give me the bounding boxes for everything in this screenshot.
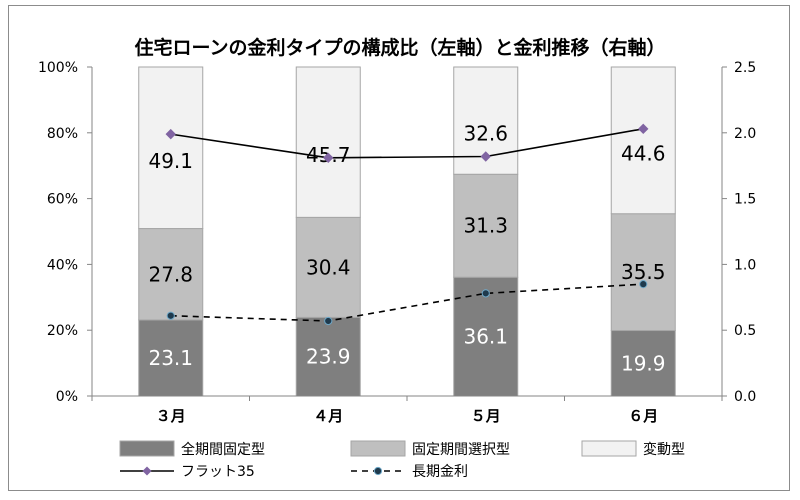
legend-marker [373, 466, 383, 476]
data-label: 19.9 [621, 351, 666, 375]
bar-segment [295, 216, 361, 318]
data-label: 44.6 [621, 141, 666, 165]
data-label: 27.8 [148, 262, 193, 286]
category-label: ３月 [156, 407, 186, 425]
left-tick-label: 40% [47, 257, 78, 273]
plot-area: 0% 20% 40% 60% 80% 100% 0.0 0.5 1.0 1.5 2.0 2.5 ３月 ４月… [38, 60, 756, 425]
line-marker [638, 123, 649, 135]
data-label: 30.4 [306, 255, 351, 279]
series-line [170, 128, 644, 159]
bar-segment [138, 319, 204, 397]
line-marker [166, 311, 175, 320]
bar-segment [295, 316, 361, 397]
data-label: 32.6 [463, 122, 508, 146]
legend-label: フラット35 [181, 464, 255, 480]
bar-segment [453, 173, 519, 278]
category-label: ５月 [471, 407, 501, 425]
legend-label: 固定期間選択型 [412, 442, 510, 458]
legend-label: 長期金利 [412, 464, 468, 480]
legend-swatch [119, 440, 175, 457]
line-marker [480, 151, 491, 162]
bar-segment [295, 66, 361, 218]
line-marker [639, 280, 648, 289]
right-tick-label: 1.0 [734, 257, 756, 273]
series-line [170, 283, 644, 322]
data-label: 36.1 [463, 325, 508, 349]
line-marker [323, 152, 334, 164]
right-tick-label: 2.5 [734, 60, 756, 76]
chart-title: 住宅ローンの金利タイプの構成比（左軸）と金利推移（右軸） [134, 36, 665, 59]
category-label: ６月 [628, 407, 658, 425]
data-label: 49.1 [148, 149, 193, 173]
line-marker [165, 128, 176, 140]
line-marker [324, 316, 333, 326]
legend-marker [142, 466, 152, 476]
bar-segment [610, 213, 676, 332]
right-tick-label: 0.5 [734, 323, 756, 339]
left-tick-label: 20% [47, 323, 78, 339]
left-tick-label: 0% [56, 389, 78, 405]
left-tick-label: 80% [47, 126, 78, 142]
left-tick-label: 100% [38, 60, 78, 76]
data-label: 31.3 [463, 214, 508, 238]
right-tick-label: 1.5 [734, 192, 756, 208]
legend-label: 全期間固定型 [181, 441, 265, 458]
legend-swatch [350, 440, 406, 457]
right-tick-label: 2.0 [734, 126, 756, 142]
legend-swatch [581, 440, 637, 457]
line-marker [481, 289, 490, 298]
category-label: ４月 [313, 407, 343, 425]
right-tick-label: 0.0 [734, 389, 756, 405]
data-label: 23.1 [148, 346, 193, 370]
legend-label: 変動型 [643, 441, 685, 458]
left-tick-label: 60% [47, 192, 78, 208]
bar-segment [610, 66, 676, 215]
bar-segment [138, 66, 204, 230]
data-label: 23.9 [306, 345, 351, 369]
